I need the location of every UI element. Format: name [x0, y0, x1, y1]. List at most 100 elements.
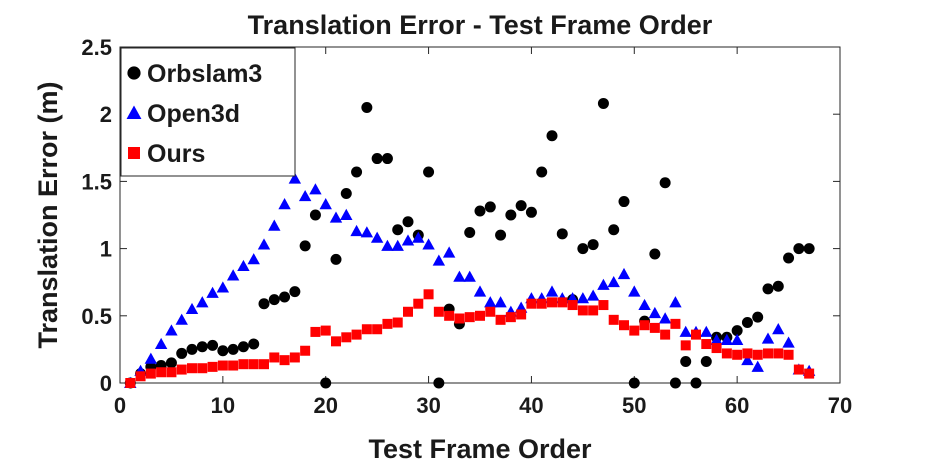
- data-point-ours: [217, 360, 228, 371]
- data-point-ours: [403, 306, 413, 317]
- data-point-open3d: [370, 231, 384, 243]
- data-point-open3d: [381, 239, 394, 251]
- data-point-open3d: [494, 296, 507, 308]
- data-point-orbslam3: [351, 166, 363, 178]
- y-axis-label: Translation Error (m): [33, 81, 63, 348]
- data-point-orbslam3: [371, 153, 383, 165]
- x-tick-label: 20: [313, 393, 337, 418]
- data-point-ours: [259, 359, 269, 370]
- data-point-orbslam3: [783, 252, 795, 264]
- data-point-open3d: [761, 332, 775, 344]
- data-point-ours: [793, 364, 804, 375]
- data-point-open3d: [350, 224, 363, 237]
- data-point-ours: [289, 352, 300, 363]
- data-point-orbslam3: [608, 224, 620, 236]
- data-point-orbslam3: [330, 253, 342, 265]
- data-point-open3d: [165, 324, 178, 336]
- data-point-orbslam3: [320, 377, 332, 389]
- data-point-open3d: [237, 259, 250, 272]
- data-point-orbslam3: [525, 206, 537, 218]
- data-point-ours: [382, 318, 393, 329]
- data-point-open3d: [360, 226, 374, 238]
- data-point-ours: [691, 329, 701, 340]
- data-point-orbslam3: [649, 248, 661, 260]
- data-point-open3d: [309, 183, 322, 195]
- data-point-ours: [598, 300, 609, 311]
- data-point-ours: [310, 326, 321, 337]
- data-point-open3d: [257, 238, 271, 250]
- data-point-ours: [701, 339, 712, 350]
- legend-marker-open3d: [126, 105, 142, 119]
- data-point-ours: [680, 340, 691, 351]
- data-point-orbslam3: [495, 229, 507, 241]
- data-point-orbslam3: [464, 226, 476, 238]
- x-tick-label: 0: [114, 393, 126, 418]
- data-point-orbslam3: [772, 280, 784, 292]
- data-point-open3d: [473, 285, 487, 297]
- data-point-ours: [207, 361, 218, 372]
- data-point-orbslam3: [803, 243, 815, 255]
- data-point-ours: [721, 348, 732, 359]
- data-point-ours: [670, 318, 681, 329]
- data-point-open3d: [545, 285, 559, 297]
- data-point-orbslam3: [217, 345, 229, 357]
- data-point-orbslam3: [299, 240, 311, 252]
- data-point-open3d: [597, 278, 610, 290]
- y-tick-label: 1.5: [81, 169, 112, 194]
- y-axis-ticks: 0 0.5 1 1.5 2 2.5: [81, 35, 840, 396]
- data-point-ours: [279, 355, 290, 366]
- data-point-ours: [629, 325, 640, 336]
- data-point-orbslam3: [505, 209, 517, 221]
- data-point-ours: [187, 363, 197, 374]
- data-point-open3d: [741, 353, 754, 366]
- y-tick-label: 0.5: [81, 304, 112, 329]
- legend-box: [120, 47, 296, 177]
- data-point-orbslam3: [680, 355, 692, 367]
- data-point-orbslam3: [309, 209, 321, 221]
- data-point-open3d: [463, 270, 476, 282]
- data-point-orbslam3: [433, 377, 445, 389]
- x-tick-label: 60: [725, 393, 749, 418]
- legend-label-orbslam3: Orbslam3: [147, 60, 262, 88]
- data-point-open3d: [247, 253, 260, 265]
- data-point-open3d: [154, 337, 168, 349]
- data-point-ours: [608, 314, 619, 325]
- data-point-open3d: [144, 352, 158, 364]
- data-point-ours: [331, 336, 341, 347]
- data-point-orbslam3: [515, 200, 527, 212]
- data-marks: [124, 97, 816, 389]
- data-point-ours: [783, 349, 794, 360]
- data-point-ours: [300, 345, 311, 356]
- data-point-ours: [619, 320, 629, 331]
- data-point-ours: [742, 348, 753, 359]
- data-point-open3d: [196, 296, 209, 308]
- data-point-open3d: [298, 189, 312, 202]
- data-point-ours: [145, 368, 156, 379]
- data-point-open3d: [720, 333, 734, 345]
- data-point-open3d: [658, 312, 672, 324]
- data-point-ours: [176, 364, 187, 375]
- x-axis-ticks: 0 10 20 30 40 50 60 70: [114, 47, 852, 418]
- data-point-ours: [248, 359, 259, 370]
- data-point-ours: [495, 314, 506, 325]
- data-point-open3d: [340, 208, 353, 220]
- data-point-orbslam3: [556, 228, 568, 240]
- data-point-open3d: [216, 281, 230, 293]
- data-point-open3d: [422, 238, 435, 250]
- data-point-ours: [125, 378, 136, 388]
- data-point-open3d: [730, 333, 744, 345]
- data-point-ours: [763, 348, 773, 359]
- data-point-open3d: [319, 198, 332, 210]
- data-point-ours: [557, 297, 568, 308]
- data-point-ours: [228, 360, 239, 371]
- data-point-open3d: [226, 269, 240, 281]
- data-point-ours: [413, 298, 424, 309]
- data-point-open3d: [679, 325, 692, 337]
- data-point-open3d: [453, 270, 466, 282]
- data-point-orbslam3: [289, 286, 301, 298]
- data-point-ours: [649, 322, 660, 333]
- data-point-open3d: [700, 325, 713, 337]
- x-tick-label: 10: [211, 393, 235, 418]
- data-point-orbslam3: [741, 317, 753, 329]
- data-point-orbslam3: [361, 101, 373, 113]
